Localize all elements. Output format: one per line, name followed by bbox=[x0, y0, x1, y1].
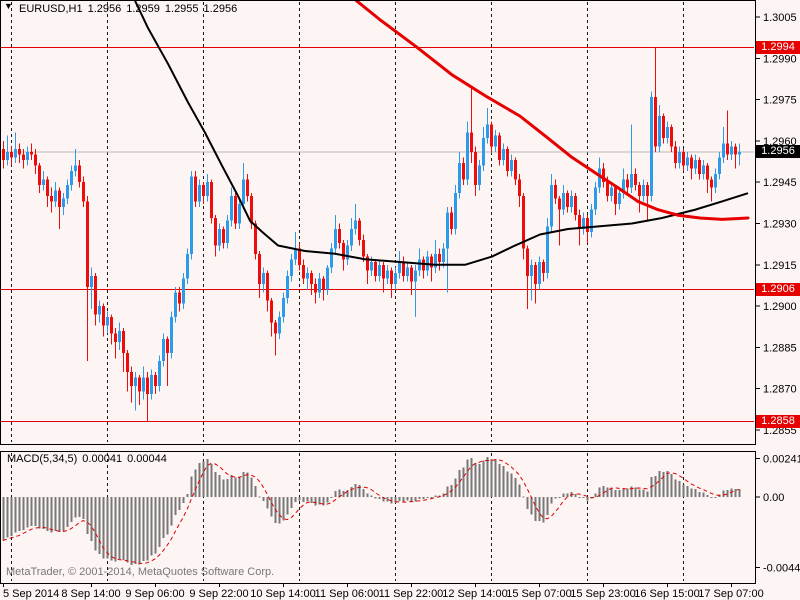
price-tick-label: 1.2975 bbox=[763, 95, 797, 107]
chart-title: EURUSD,H1 1.2956 1.2959 1.2955 1.2956 bbox=[19, 3, 242, 15]
price-tick-label: 1.2990 bbox=[763, 53, 797, 65]
time-tick-label: 12 Sep 14:00 bbox=[442, 588, 507, 600]
macd-panel[interactable] bbox=[0, 451, 756, 584]
symbol-period-label: EURUSD,H1 bbox=[19, 3, 83, 15]
metatrader-watermark: MetaTrader, © 2001-2014, MetaQuotes Soft… bbox=[6, 566, 275, 578]
price-axis[interactable]: 1.3005 1.2990 1.2975 1.2960 1.2945 1.2930 1.29… bbox=[755, 12, 797, 437]
macd-signal-value: 0.00044 bbox=[127, 453, 167, 465]
price-tick-label: 1.2960 bbox=[763, 136, 797, 148]
macd-tick-label: 0.00 bbox=[763, 492, 784, 504]
time-tick-label: 5 Sep 2014 bbox=[3, 588, 59, 600]
macd-tick-label: -0.0044 bbox=[763, 562, 800, 574]
ohlc-low: 1.2955 bbox=[164, 3, 199, 15]
period-separators bbox=[11, 2, 684, 581]
time-tick-label: 11 Sep 06:00 bbox=[315, 588, 380, 600]
price-label-resistance: 1.2994 bbox=[756, 41, 800, 54]
candlestick-series bbox=[2, 47, 741, 422]
price-label-support: 1.2906 bbox=[756, 283, 800, 296]
time-tick-label: 10 Sep 14:00 bbox=[250, 588, 315, 600]
price-tick-label: 1.2885 bbox=[763, 342, 797, 354]
ohlc-open: 1.2956 bbox=[87, 3, 122, 15]
macd-signal-line bbox=[2, 459, 740, 564]
macd-tick-label: 0.00241 bbox=[763, 453, 800, 465]
macd-axis[interactable]: 0.00241 0.00 -0.0044 bbox=[755, 453, 800, 574]
time-tick-label: 9 Sep 22:00 bbox=[189, 588, 248, 600]
macd-indicator-label: MACD(5,34,5) 0.00041 0.00044 bbox=[7, 453, 172, 465]
time-tick-label: 11 Sep 22:00 bbox=[379, 588, 444, 600]
price-tick-label: 1.2900 bbox=[763, 301, 797, 313]
macd-value: 0.00041 bbox=[82, 453, 123, 465]
price-tick-label: 1.2870 bbox=[763, 384, 797, 396]
price-label-current: 1.2956 bbox=[756, 145, 800, 158]
window-marker-icon[interactable]: ▼ bbox=[4, 1, 13, 11]
time-tick-label: 15 Sep 23:00 bbox=[570, 588, 635, 600]
time-tick-label: 8 Sep 14:00 bbox=[61, 588, 120, 600]
ohlc-high: 1.2959 bbox=[126, 3, 160, 15]
macd-name: MACD(5,34,5) bbox=[7, 453, 78, 465]
ohlc-close: 1.2956 bbox=[203, 3, 238, 15]
price-label-low: 1.2858 bbox=[756, 415, 800, 428]
horizontal-level-lines bbox=[1, 46, 754, 423]
macd-histogram bbox=[2, 456, 741, 566]
price-tick-label: 1.2930 bbox=[763, 218, 797, 230]
price-tick-label: 1.2945 bbox=[763, 177, 797, 189]
price-tick-label: 1.3005 bbox=[763, 12, 797, 24]
time-tick-label: 9 Sep 06:00 bbox=[125, 588, 184, 600]
time-tick-label: 17 Sep 07:00 bbox=[698, 588, 763, 600]
time-tick-label: 16 Sep 15:00 bbox=[634, 588, 699, 600]
price-tick-label: 1.2915 bbox=[763, 260, 797, 272]
time-tick-label: 15 Sep 07:00 bbox=[506, 588, 571, 600]
ma-fast-black-line bbox=[134, 1, 749, 266]
time-axis[interactable]: 5 Sep 2014 8 Sep 14:00 9 Sep 06:00 9 Sep 22… bbox=[3, 584, 764, 600]
ma-slow-red-line bbox=[354, 1, 750, 221]
